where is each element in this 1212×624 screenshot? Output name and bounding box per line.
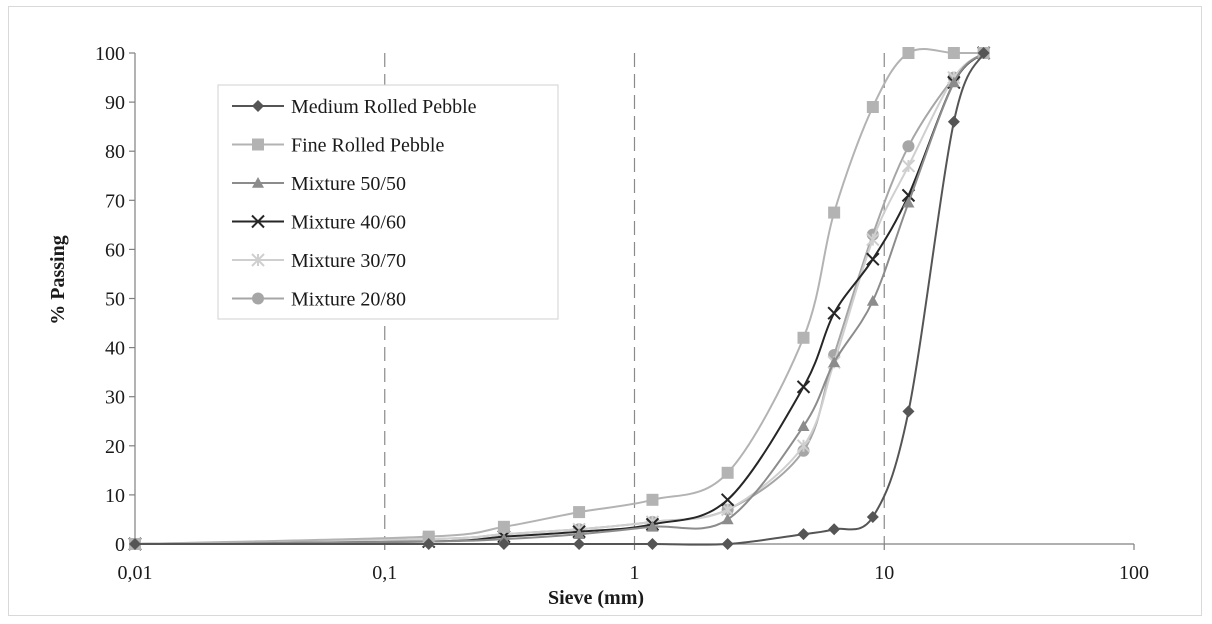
y-tick-label: 60 (105, 239, 125, 261)
y-tick-label: 10 (105, 485, 125, 507)
data-point-triangle (828, 356, 841, 368)
data-point-triangle (797, 420, 810, 431)
y-tick-label: 40 (105, 338, 125, 360)
data-point-circle (252, 292, 264, 305)
legend-item: Mixture 40/60 (232, 212, 406, 234)
legend-item: Medium Rolled Pebble (232, 96, 477, 118)
data-point-square (422, 530, 435, 543)
series-medium-rolled-pebble (129, 47, 990, 550)
series-line (135, 52, 985, 546)
data-point-diamond (902, 405, 915, 418)
legend-label: Mixture 30/70 (291, 250, 406, 272)
series-layer (128, 46, 991, 551)
data-point-diamond (797, 528, 810, 541)
data-point-square (573, 506, 586, 519)
data-point-x (720, 493, 735, 507)
data-point-square (646, 493, 659, 506)
data-point-x (251, 214, 265, 229)
data-point-triangle (573, 528, 586, 539)
y-tick-label: 90 (105, 92, 125, 114)
legend-label: Mixture 40/60 (291, 212, 406, 234)
data-point-triangle (902, 196, 915, 208)
x-tick-label: 100 (1119, 562, 1149, 584)
legend-item: Fine Rolled Pebble (232, 135, 444, 157)
data-point-diamond (573, 538, 586, 550)
data-point-diamond (828, 523, 841, 536)
y-tick-label: 80 (105, 141, 125, 163)
data-point-square (797, 331, 810, 344)
data-point-diamond (497, 538, 510, 550)
data-point-star (796, 439, 811, 453)
y-tick-label: 20 (105, 436, 125, 458)
data-point-square (497, 520, 510, 533)
data-point-diamond (252, 100, 264, 112)
data-point-diamond (129, 538, 141, 550)
y-tick-label: 100 (95, 43, 125, 65)
legend-label: Fine Rolled Pebble (291, 135, 444, 157)
legend-label: Medium Rolled Pebble (291, 96, 477, 118)
x-axis-title: Sieve (mm) (548, 587, 644, 609)
data-point-triangle (252, 177, 264, 188)
gridlines (384, 53, 885, 544)
data-point-square (902, 47, 915, 59)
x-tick-label: 0,1 (372, 562, 397, 584)
legend-label: Mixture 50/50 (291, 173, 406, 195)
legend-item: Mixture 30/70 (232, 250, 406, 272)
x-tick-label: 10 (874, 562, 894, 584)
y-axis-title: % Passing (47, 235, 69, 324)
x-tick-label: 0,01 (118, 562, 153, 584)
x-tick-label: 1 (630, 562, 640, 584)
data-point-triangle (646, 520, 659, 532)
data-point-star (251, 253, 265, 267)
data-point-triangle (866, 294, 879, 306)
legend-item: Mixture 50/50 (232, 173, 406, 195)
series-line (134, 48, 984, 545)
legend: Medium Rolled Pebble Fine Rolled Pebble Mi… (217, 84, 559, 320)
y-tick-label: 0 (115, 534, 125, 556)
data-point-square (866, 101, 879, 114)
y-tick-label: 50 (105, 289, 125, 311)
data-point-diamond (721, 538, 734, 550)
axes: 0 10 20 30 40 50 60 70 80 90 100 0,01 0,1 1 10 100 (95, 43, 1149, 584)
data-point-star (866, 232, 880, 247)
data-point-diamond (646, 538, 659, 550)
legend-label: Mixture 20/80 (291, 289, 406, 311)
data-point-square (947, 47, 960, 59)
data-point-square (828, 206, 841, 219)
legend-item: Mixture 20/80 (232, 289, 406, 311)
legend-box (217, 84, 559, 320)
data-point-circle (902, 140, 915, 153)
data-point-triangle (721, 513, 734, 525)
y-tick-label: 70 (105, 190, 125, 212)
data-point-x (796, 380, 811, 394)
data-point-diamond (947, 115, 960, 128)
data-point-diamond (422, 538, 435, 550)
data-point-diamond (977, 47, 990, 59)
data-point-square (252, 138, 264, 151)
data-point-triangle (947, 76, 960, 88)
data-point-diamond (866, 510, 879, 523)
data-point-square (721, 466, 734, 479)
data-point-x (827, 306, 841, 320)
data-point-x (866, 252, 880, 266)
y-tick-label: 30 (105, 387, 125, 409)
chart-frame (8, 6, 1202, 616)
data-point-star (901, 159, 916, 173)
